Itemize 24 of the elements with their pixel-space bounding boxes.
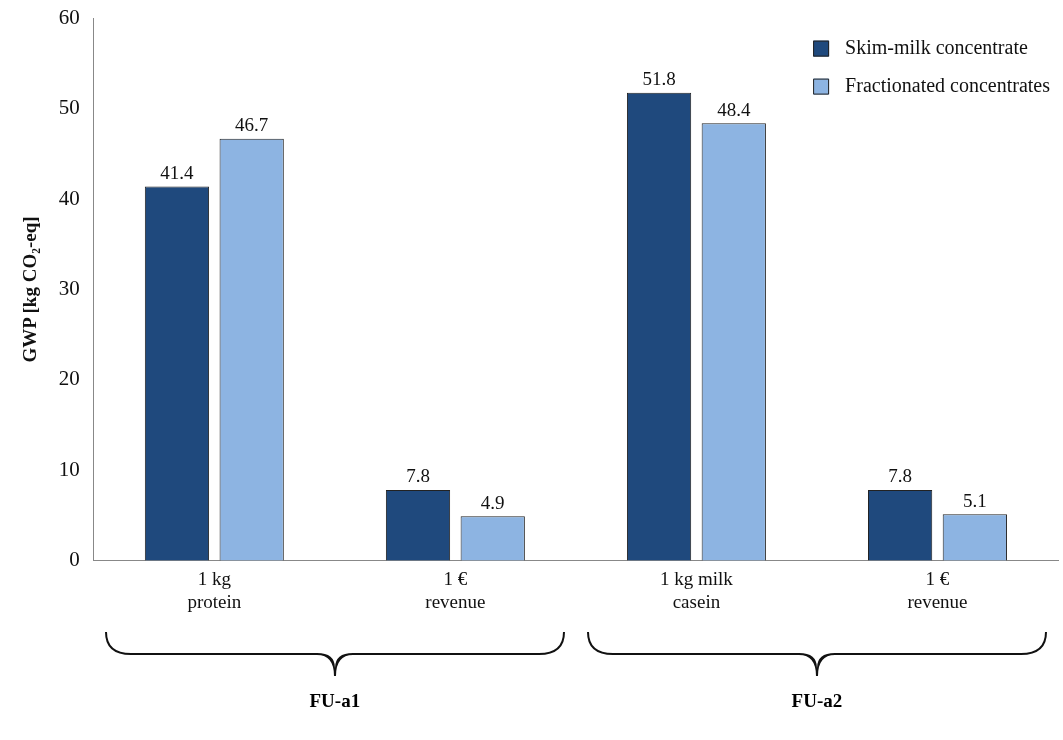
text: FU-a1 — [309, 690, 361, 713]
y-tick-label: 60 — [58, 5, 80, 30]
y-tick-label: 30 — [58, 276, 80, 301]
y-tick-label: 0 — [69, 546, 80, 571]
data-label: 51.8 — [642, 68, 676, 90]
data-label: 5.1 — [962, 489, 987, 511]
data-label: 46.7 — [235, 114, 269, 136]
x-tick-label: 1 kg milk casein — [660, 567, 734, 612]
data-label: 4.9 — [480, 491, 505, 513]
y-axis-title: GWP [kg CO₂-eq] — [19, 216, 41, 363]
legend-label: Fractionated concentrates — [845, 73, 1051, 96]
y-tick-label: 40 — [58, 185, 80, 210]
text: FU-a2 — [791, 690, 843, 713]
data-label: 7.8 — [888, 465, 912, 487]
data-label: 7.8 — [406, 465, 430, 487]
legend-label: Skim-milk concentrate — [845, 35, 1028, 58]
y-tick-label: 10 — [58, 456, 80, 481]
y-tick-label: 50 — [58, 95, 80, 120]
x-tick-label: 1 kg protein — [187, 567, 242, 612]
y-tick-label: 20 — [58, 366, 80, 391]
data-label: 41.4 — [160, 162, 195, 184]
x-tick-label: 1 € revenue — [425, 567, 486, 612]
data-label: 48.4 — [717, 98, 751, 120]
x-tick-label: 1 € revenue — [907, 567, 968, 612]
